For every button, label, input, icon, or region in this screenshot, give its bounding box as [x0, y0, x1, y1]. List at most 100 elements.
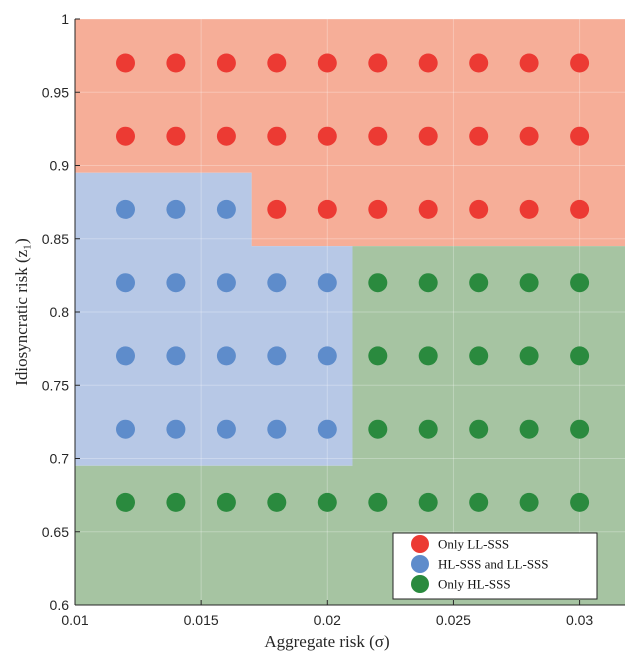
red-point	[368, 199, 388, 219]
green-point	[368, 419, 388, 439]
blue-point	[216, 346, 236, 366]
y-tick-label: 0.85	[42, 231, 69, 247]
red-point	[317, 53, 337, 73]
red-point	[216, 126, 236, 146]
green-point	[519, 346, 539, 366]
blue-point	[267, 273, 287, 293]
green-point	[519, 492, 539, 512]
green-point	[368, 346, 388, 366]
legend-label: Only LL-SSS	[438, 537, 509, 552]
x-tick-label: 0.02	[314, 612, 341, 628]
red-point	[519, 126, 539, 146]
blue-point	[216, 419, 236, 439]
blue-point	[166, 346, 186, 366]
red-region	[75, 19, 625, 247]
green-point	[570, 273, 590, 293]
region-layer	[75, 19, 625, 605]
y-tick-label: 0.95	[42, 84, 69, 100]
red-point	[570, 53, 590, 73]
green-point	[519, 273, 539, 293]
red-point	[418, 53, 438, 73]
green-point	[418, 273, 438, 293]
blue-point	[317, 273, 337, 293]
legend-label: HL-SSS and LL-SSS	[438, 557, 549, 572]
y-tick-label: 1	[61, 11, 69, 27]
legend-marker-green	[411, 575, 429, 593]
y-tick-label: 0.6	[50, 597, 70, 613]
red-point	[418, 199, 438, 219]
y-tick-label: 0.75	[42, 377, 69, 393]
red-point	[469, 199, 489, 219]
green-point	[570, 419, 590, 439]
green-point	[469, 346, 489, 366]
red-point	[570, 126, 590, 146]
y-axis-title: Idiosyncratic risk (z₁)	[12, 238, 31, 386]
x-tick-label: 0.015	[184, 612, 219, 628]
blue-point	[317, 419, 337, 439]
blue-point	[317, 346, 337, 366]
blue-point	[116, 346, 135, 366]
red-point	[519, 199, 539, 219]
legend-marker-red	[411, 535, 429, 553]
blue-point	[116, 273, 135, 293]
x-tick-label: 0.03	[566, 612, 593, 628]
y-tick-label: 0.7	[50, 451, 70, 467]
green-point	[570, 492, 590, 512]
red-point	[317, 199, 337, 219]
green-point	[469, 419, 489, 439]
red-point	[267, 199, 287, 219]
red-point	[116, 126, 135, 146]
y-tick-label: 0.8	[50, 304, 70, 320]
red-point	[469, 53, 489, 73]
green-point	[418, 492, 438, 512]
green-point	[166, 492, 186, 512]
blue-point	[166, 273, 186, 293]
legend: Only LL-SSS HL-SSS and LL-SSS Only HL-SSS	[392, 532, 598, 600]
blue-point	[267, 346, 287, 366]
legend-label: Only HL-SSS	[438, 577, 511, 592]
blue-point	[216, 273, 236, 293]
green-point	[267, 492, 287, 512]
green-region	[75, 246, 625, 605]
green-point	[317, 492, 337, 512]
green-point	[519, 419, 539, 439]
red-point	[166, 53, 186, 73]
grid-layer	[74, 18, 625, 606]
blue-point	[166, 199, 186, 219]
blue-region	[75, 172, 353, 466]
x-axis-title: Aggregate risk (σ)	[264, 632, 389, 651]
x-tick-label: 0.025	[436, 612, 471, 628]
green-point	[469, 273, 489, 293]
red-point	[116, 53, 135, 73]
red-point	[267, 126, 287, 146]
blue-point	[267, 419, 287, 439]
green-point	[469, 492, 489, 512]
points-layer	[116, 53, 590, 512]
y-tick-label: 0.65	[42, 524, 69, 540]
red-point	[418, 126, 438, 146]
red-point	[317, 126, 337, 146]
red-point	[570, 199, 590, 219]
red-point	[267, 53, 287, 73]
red-point	[368, 53, 388, 73]
red-point	[166, 126, 186, 146]
green-point	[418, 419, 438, 439]
blue-point	[166, 419, 186, 439]
tick-labels: 0.01 0.015 0.02 0.025 0.03 0.6 0.65 0.7 0.75 0.8 0…	[42, 11, 594, 628]
green-point	[368, 273, 388, 293]
blue-point	[216, 199, 236, 219]
red-point	[469, 126, 489, 146]
red-point	[519, 53, 539, 73]
green-point	[368, 492, 388, 512]
blue-point	[116, 199, 135, 219]
y-tick-label: 0.9	[50, 158, 70, 174]
red-point	[368, 126, 388, 146]
legend-marker-blue	[411, 555, 429, 573]
red-point	[216, 53, 236, 73]
axes-layer	[74, 18, 625, 606]
green-point	[570, 346, 590, 366]
blue-point	[116, 419, 135, 439]
x-tick-label: 0.01	[61, 612, 88, 628]
green-point	[116, 492, 135, 512]
